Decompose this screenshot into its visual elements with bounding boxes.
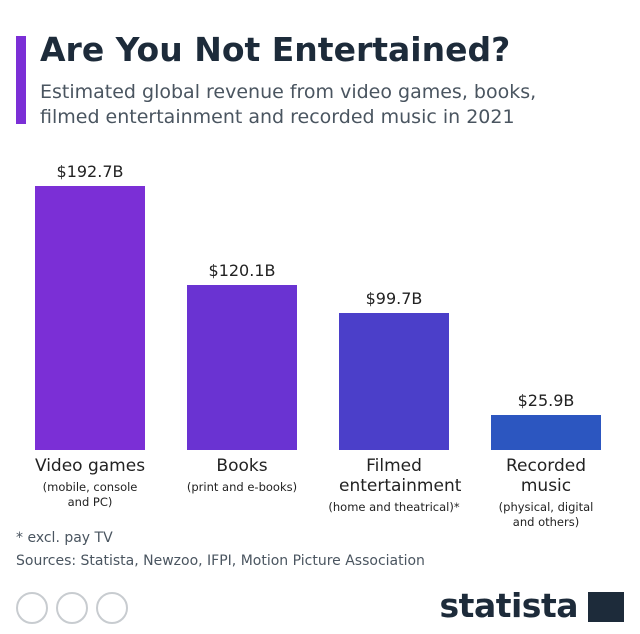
x-tick-label: Filmed entertainment: [339, 456, 462, 496]
license-icon: [96, 592, 128, 624]
footnote: * excl. pay TV: [16, 530, 113, 546]
bar: [491, 414, 601, 450]
license-icon: [56, 592, 88, 624]
bar: [187, 285, 297, 450]
category-note: (physical, digital and others): [498, 500, 594, 529]
brand-logo: [588, 592, 624, 622]
x-tick-label: Recorded music: [506, 456, 586, 496]
x-tick-label: Video games: [34, 456, 146, 476]
brand: statista: [439, 586, 579, 625]
bar: [339, 313, 449, 450]
source: Sources: Statista, Newzoo, IFPI, Motion …: [16, 553, 425, 569]
category-note: (mobile, console and PC): [42, 480, 138, 509]
x-tick-label: Books: [216, 456, 268, 476]
chart-title: Are You Not Entertained?: [40, 30, 511, 69]
value-label: $120.1B: [208, 261, 276, 281]
accent-bar: [16, 36, 26, 124]
value-label: $99.7B: [365, 289, 423, 309]
bar: [35, 186, 145, 450]
category-note: (home and theatrical)*: [328, 500, 460, 514]
chart-subtitle: Estimated global revenue from video game…: [40, 81, 537, 128]
category-note: (print and e-books): [186, 480, 298, 494]
license-icon: [16, 592, 48, 624]
value-label: $192.7B: [56, 162, 124, 181]
value-label: $25.9B: [517, 390, 575, 410]
